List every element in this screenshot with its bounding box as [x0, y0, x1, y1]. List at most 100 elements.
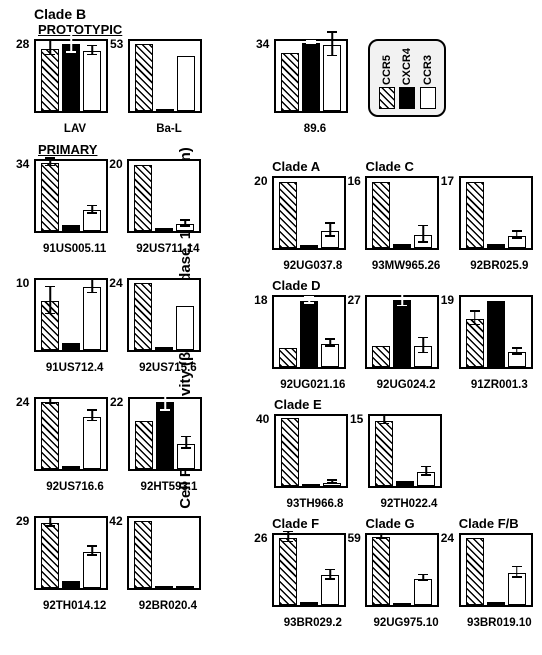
- panel-92US7156: 2492US715.6: [127, 278, 208, 374]
- mini-chart: [365, 533, 439, 607]
- ymax-label: 10: [16, 276, 29, 290]
- clade-b-header: Clade B: [34, 6, 540, 22]
- panel-91US7124: 1091US712.4: [34, 278, 115, 374]
- mini-chart: [459, 176, 533, 250]
- prototypic-header: PROTOTYPIC: [38, 22, 540, 37]
- ymax-label: 26: [254, 531, 267, 545]
- mini-chart: [274, 414, 348, 488]
- panel-92TH01412: 2992TH014.12: [34, 516, 115, 612]
- panel-896: 3489.6: [274, 39, 356, 135]
- clade-label: [368, 397, 450, 413]
- mini-chart: [34, 397, 108, 471]
- mini-chart: [459, 295, 533, 369]
- ymax-label: 18: [254, 293, 267, 307]
- ymax-label: 15: [350, 412, 363, 426]
- panel-92HT5931: 2292HT593.1: [128, 397, 210, 493]
- row-prototypic: 28LAV 53Ba-L 3489.6 CCR5CXCR4CCR3: [34, 39, 540, 135]
- panel-93TH9668: Clade E4093TH966.8: [274, 397, 356, 510]
- mini-chart: [34, 516, 108, 590]
- mini-chart: [272, 533, 346, 607]
- primary-header: PRIMARY: [38, 142, 97, 157]
- mini-chart: [272, 176, 346, 250]
- panel-92US7166: 2492US716.6: [34, 397, 116, 493]
- panel-xlabel: 92US711.14: [127, 243, 208, 255]
- mini-chart: [127, 278, 201, 352]
- panel-93MW96526: Clade C1693MW965.26: [365, 159, 446, 272]
- clade-label: Clade D: [272, 278, 353, 294]
- ymax-label: 29: [16, 514, 29, 528]
- mini-chart: [34, 159, 108, 233]
- mini-chart: [127, 516, 201, 590]
- panel-xlabel: 89.6: [274, 123, 356, 135]
- clade-label: Clade F: [272, 516, 353, 532]
- panel-92TH0224: 1592TH022.4: [368, 397, 450, 510]
- ymax-label: 28: [16, 37, 29, 51]
- mini-chart: [34, 39, 108, 113]
- panel-xlabel: 92TH022.4: [368, 498, 450, 510]
- ymax-label: 20: [109, 157, 122, 171]
- legend-swatch-CXCR4: [399, 87, 415, 109]
- ymax-label: 53: [110, 37, 123, 51]
- panel-xlabel: 93BR029.2: [272, 617, 353, 629]
- clade-label: Clade F/B: [459, 516, 540, 532]
- mini-chart: [365, 176, 439, 250]
- ymax-label: 34: [16, 157, 29, 171]
- legend-label-CCR3: CCR3: [422, 55, 434, 85]
- legend-label-CCR5: CCR5: [381, 55, 393, 85]
- panel-xlabel: 93TH966.8: [274, 498, 356, 510]
- legend-label-CXCR4: CXCR4: [401, 48, 413, 85]
- row-4: 2492US716.6 2292HT593.1 Clade E4093TH966…: [34, 397, 540, 510]
- panel-xlabel: 91US005.11: [34, 243, 115, 255]
- ymax-label: 24: [16, 395, 29, 409]
- panel-92UG02116: Clade D1892UG021.16: [272, 278, 353, 391]
- panel-xlabel: 93BR019.10: [459, 617, 540, 629]
- panel-92US71114: 2092US711.14: [127, 159, 208, 255]
- panel-xlabel: 93MW965.26: [365, 260, 446, 272]
- panel-93BR0292: Clade F2693BR029.2: [272, 516, 353, 629]
- mini-chart: [365, 295, 439, 369]
- panel-xlabel: 92UG037.8: [272, 260, 353, 272]
- clade-label: Clade A: [272, 159, 353, 175]
- panel-91US00511: 3491US005.11: [34, 159, 115, 255]
- row-2: 3491US005.11 2092US711.14 Clade A2092UG0…: [34, 159, 540, 272]
- ymax-label: 16: [347, 174, 360, 188]
- clade-label: [459, 278, 540, 294]
- panel-xlabel: Ba-L: [128, 123, 210, 135]
- ymax-label: 24: [441, 531, 454, 545]
- panel-92BR0259: 1792BR025.9: [459, 159, 540, 272]
- mini-chart: [274, 39, 348, 113]
- panel-92UG97510: Clade G5992UG975.10: [365, 516, 446, 629]
- legend: CCR5 CXCR4 CCR3: [368, 39, 446, 117]
- panel-xlabel: 91ZR001.3: [459, 379, 540, 391]
- ymax-label: 40: [256, 412, 269, 426]
- panel-91ZR0013: 1991ZR001.3: [459, 278, 540, 391]
- panel-xlabel: 92US716.6: [34, 481, 116, 493]
- panel-92UG0378: Clade A2092UG037.8: [272, 159, 353, 272]
- legend-swatch-CCR3: [420, 87, 436, 109]
- clade-label: [459, 159, 540, 175]
- panel-xlabel: 92TH014.12: [34, 600, 115, 612]
- panel-xlabel: 92HT593.1: [128, 481, 210, 493]
- clade-label: Clade C: [365, 159, 446, 175]
- ymax-label: 17: [441, 174, 454, 188]
- ymax-label: 34: [256, 37, 269, 51]
- panel-xlabel: 92UG024.2: [365, 379, 446, 391]
- clade-label: Clade G: [365, 516, 446, 532]
- ymax-label: 20: [254, 174, 267, 188]
- panel-xlabel: 92UG021.16: [272, 379, 353, 391]
- ymax-label: 19: [441, 293, 454, 307]
- mini-chart: [127, 159, 201, 233]
- panel-92BR0204: 4292BR020.4: [127, 516, 208, 612]
- mini-chart: [34, 278, 108, 352]
- mini-chart: [459, 533, 533, 607]
- panel-xlabel: 92BR020.4: [127, 600, 208, 612]
- chart-grid: Clade B PROTOTYPIC 28LAV 53Ba-L 3489.6 C…: [34, 4, 540, 635]
- panel-BaL: 53Ba-L: [128, 39, 210, 135]
- panel-xlabel: 92UG975.10: [365, 617, 446, 629]
- mini-chart: [128, 39, 202, 113]
- panel-xlabel: 92BR025.9: [459, 260, 540, 272]
- ymax-label: 24: [109, 276, 122, 290]
- panel-xlabel: LAV: [34, 123, 116, 135]
- mini-chart: [128, 397, 202, 471]
- mini-chart: [272, 295, 346, 369]
